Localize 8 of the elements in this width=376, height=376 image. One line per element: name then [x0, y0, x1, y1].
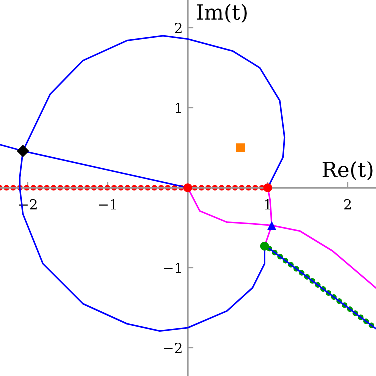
x-tick-label: 2	[344, 199, 352, 210]
y-axis-title: Im(t)	[197, 4, 247, 24]
x-axis-title: Re(t)	[322, 161, 373, 181]
y-tick-label: −1	[164, 262, 182, 274]
y-tick-label: −2	[164, 342, 182, 354]
y-tick-label: 2	[175, 22, 182, 34]
x-tick-label: −1	[99, 199, 116, 210]
y-tick-label: 1	[176, 102, 182, 114]
